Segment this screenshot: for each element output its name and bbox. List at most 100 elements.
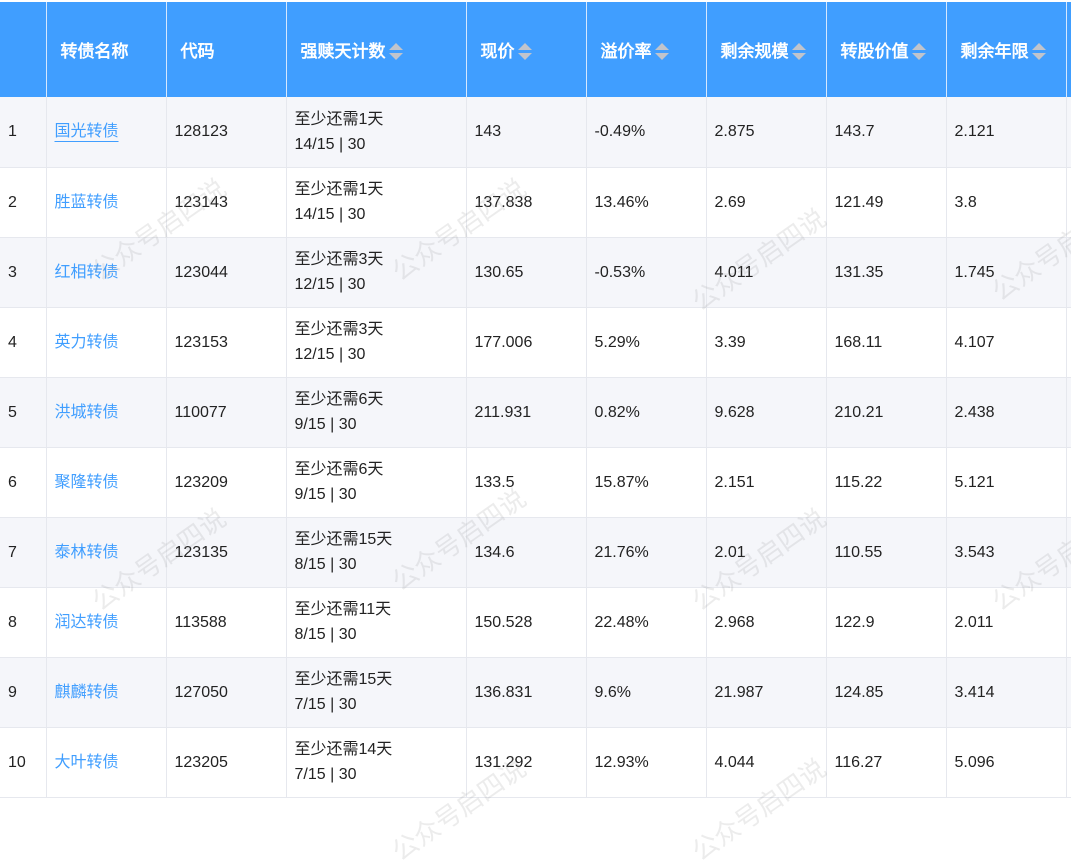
header-label: 代码 bbox=[180, 42, 215, 61]
sort-icon[interactable] bbox=[791, 42, 806, 62]
header-remaining-years[interactable]: 剩余年限 bbox=[946, 2, 1067, 97]
conversion-value-cell: 110.55 bbox=[826, 517, 947, 588]
header-premium-rate[interactable]: 溢价率 bbox=[586, 2, 707, 97]
bond-name-link[interactable]: 洪城转债 bbox=[54, 403, 119, 421]
bond-name-cell: 英力转债 bbox=[46, 307, 167, 378]
sort-icon[interactable] bbox=[1031, 42, 1046, 62]
bond-name-link[interactable]: 润达转债 bbox=[54, 613, 119, 631]
extra-cell bbox=[1066, 447, 1071, 518]
bond-name-link[interactable]: 大叶转债 bbox=[54, 753, 119, 771]
scale-cell: 2.875 bbox=[706, 97, 827, 168]
row-index: 6 bbox=[0, 447, 47, 518]
bond-name-link[interactable]: 聚隆转债 bbox=[54, 473, 119, 491]
row-index: 5 bbox=[0, 377, 47, 448]
code-cell: 123135 bbox=[166, 517, 287, 588]
scale-cell: 9.628 bbox=[706, 377, 827, 448]
code-cell: 123044 bbox=[166, 237, 287, 308]
scale-cell: 2.69 bbox=[706, 167, 827, 238]
extra-cell bbox=[1066, 517, 1071, 588]
code-cell: 113588 bbox=[166, 587, 287, 658]
sort-icon[interactable] bbox=[388, 42, 403, 62]
premium-cell: 0.82% bbox=[586, 377, 707, 448]
extra-cell bbox=[1066, 97, 1071, 168]
conversion-value-cell: 115.22 bbox=[826, 447, 947, 518]
redeem-days: 至少还需15天 bbox=[294, 671, 393, 688]
header-index bbox=[0, 2, 47, 97]
header-redeem-count[interactable]: 强赎天计数 bbox=[286, 2, 467, 97]
sort-icon[interactable] bbox=[517, 42, 532, 62]
bond-name-cell: 国光转债 bbox=[46, 97, 167, 168]
row-index: 1 bbox=[0, 97, 47, 168]
redeem-days: 至少还需3天 bbox=[294, 251, 384, 268]
bond-name-cell: 麒麟转债 bbox=[46, 657, 167, 728]
price-cell: 130.65 bbox=[466, 237, 587, 308]
scale-cell: 21.987 bbox=[706, 657, 827, 728]
years-cell: 2.121 bbox=[946, 97, 1067, 168]
premium-cell: 15.87% bbox=[586, 447, 707, 518]
years-cell: 5.096 bbox=[946, 727, 1067, 798]
extra-cell bbox=[1066, 167, 1071, 238]
scale-cell: 3.39 bbox=[706, 307, 827, 378]
row-index: 3 bbox=[0, 237, 47, 308]
price-cell: 150.528 bbox=[466, 587, 587, 658]
price-cell: 134.6 bbox=[466, 517, 587, 588]
convertible-bond-table: 转债名称 代码 强赎天计数 现价 溢价率 剩余规模 转股价值 剩余年限 1 国光转债 128123… bbox=[0, 2, 1071, 798]
row-index: 7 bbox=[0, 517, 47, 588]
redeem-days: 至少还需1天 bbox=[294, 110, 384, 128]
header-row: 转债名称 代码 强赎天计数 现价 溢价率 剩余规模 转股价值 剩余年限 bbox=[0, 2, 1071, 97]
redeem-days: 至少还需6天 bbox=[294, 461, 384, 478]
bond-name-link[interactable]: 红相转债 bbox=[54, 263, 119, 281]
redeem-count: 14/15 | 30 bbox=[294, 206, 366, 223]
header-conversion-value[interactable]: 转股价值 bbox=[826, 2, 947, 97]
row-index: 9 bbox=[0, 657, 47, 728]
years-cell: 2.438 bbox=[946, 377, 1067, 448]
bond-name-link[interactable]: 麒麟转债 bbox=[54, 683, 119, 701]
code-cell: 127050 bbox=[166, 657, 287, 728]
bond-name-cell: 大叶转债 bbox=[46, 727, 167, 798]
extra-cell bbox=[1066, 727, 1071, 798]
redeem-days: 至少还需15天 bbox=[294, 531, 393, 548]
header-remaining-scale[interactable]: 剩余规模 bbox=[706, 2, 827, 97]
header-code: 代码 bbox=[166, 2, 287, 97]
header-label: 溢价率 bbox=[600, 41, 652, 61]
row-index: 8 bbox=[0, 587, 47, 658]
years-cell: 5.121 bbox=[946, 447, 1067, 518]
scale-cell: 2.968 bbox=[706, 587, 827, 658]
bond-name-link[interactable]: 国光转债 bbox=[54, 123, 119, 141]
table-row: 10 大叶转债 123205 至少还需14天 7/15 | 30 131.292 12.93… bbox=[0, 727, 1071, 798]
table-row: 3 红相转债 123044 至少还需3天 12/15 | 30 130.65 -0.53% 4… bbox=[0, 237, 1071, 308]
extra-cell bbox=[1066, 307, 1071, 378]
scale-cell: 4.044 bbox=[706, 727, 827, 798]
redeem-count: 9/15 | 30 bbox=[294, 416, 357, 433]
redeem-count: 12/15 | 30 bbox=[294, 276, 366, 293]
redeem-count-cell: 至少还需6天 9/15 | 30 bbox=[286, 377, 467, 448]
table-row: 1 国光转债 128123 至少还需1天 14/15 | 30 143 -0.49% 2.87… bbox=[0, 97, 1071, 168]
years-cell: 3.8 bbox=[946, 167, 1067, 238]
sort-icon[interactable] bbox=[654, 42, 669, 62]
header-label: 现价 bbox=[480, 41, 515, 61]
premium-cell: -0.53% bbox=[586, 237, 707, 308]
code-cell: 110077 bbox=[166, 377, 287, 448]
price-cell: 177.006 bbox=[466, 307, 587, 378]
bond-name-cell: 聚隆转债 bbox=[46, 447, 167, 518]
sort-icon[interactable] bbox=[911, 42, 926, 62]
bond-name-cell: 泰林转债 bbox=[46, 517, 167, 588]
bond-name-link[interactable]: 泰林转债 bbox=[54, 543, 119, 561]
bond-name-link[interactable]: 英力转债 bbox=[54, 333, 119, 351]
premium-cell: -0.49% bbox=[586, 97, 707, 168]
redeem-count-cell: 至少还需3天 12/15 | 30 bbox=[286, 307, 467, 378]
premium-cell: 9.6% bbox=[586, 657, 707, 728]
bond-name-link[interactable]: 胜蓝转债 bbox=[54, 193, 119, 211]
conversion-value-cell: 210.21 bbox=[826, 377, 947, 448]
scale-cell: 2.01 bbox=[706, 517, 827, 588]
header-price[interactable]: 现价 bbox=[466, 2, 587, 97]
redeem-days: 至少还需6天 bbox=[294, 391, 384, 408]
redeem-count: 8/15 | 30 bbox=[294, 556, 357, 573]
redeem-count-cell: 至少还需15天 7/15 | 30 bbox=[286, 657, 467, 728]
redeem-days: 至少还需1天 bbox=[294, 181, 384, 198]
price-cell: 131.292 bbox=[466, 727, 587, 798]
redeem-count: 7/15 | 30 bbox=[294, 766, 357, 783]
conversion-value-cell: 124.85 bbox=[826, 657, 947, 728]
scale-cell: 2.151 bbox=[706, 447, 827, 518]
redeem-count-cell: 至少还需15天 8/15 | 30 bbox=[286, 517, 467, 588]
